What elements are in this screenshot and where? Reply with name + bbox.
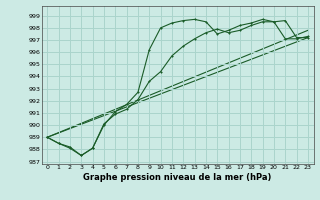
X-axis label: Graphe pression niveau de la mer (hPa): Graphe pression niveau de la mer (hPa) (84, 173, 272, 182)
